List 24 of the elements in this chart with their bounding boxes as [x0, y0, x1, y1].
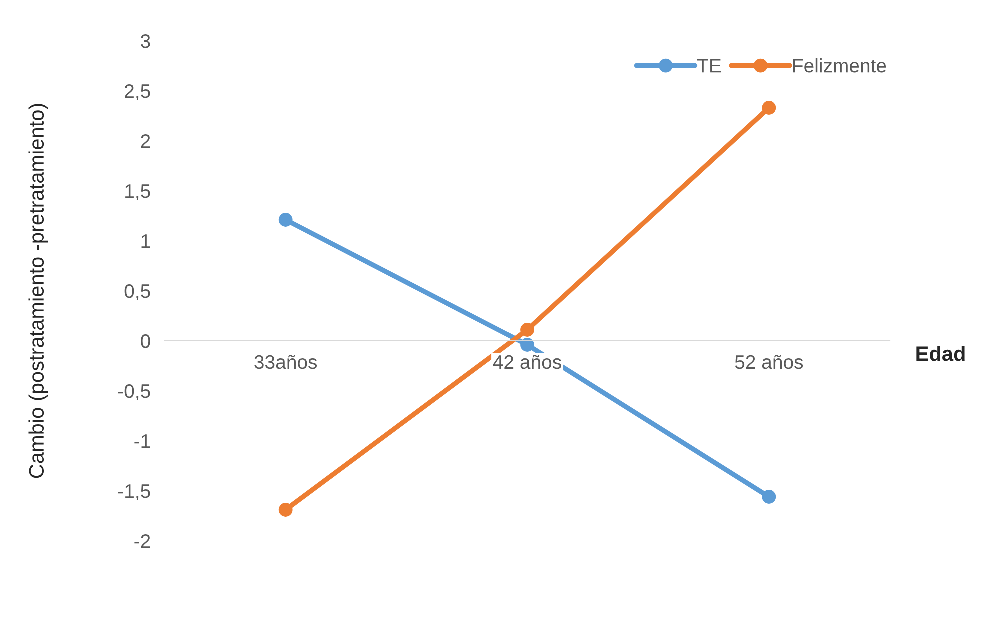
y-tick-label: -1 — [134, 434, 150, 448]
x-tick-label: 33años — [254, 355, 318, 370]
point — [278, 213, 293, 227]
y-tick-label: 1,5 — [126, 184, 150, 201]
y-tick-label: 0,5 — [124, 284, 150, 301]
y-tick-label: -0,5 — [118, 384, 150, 401]
point — [762, 490, 776, 504]
x-tick-label: 52 años — [735, 355, 804, 370]
y-axis-title: Cambio (postratamiento -pretratamiento) — [28, 104, 48, 478]
legend-label: TE — [698, 59, 722, 73]
point — [520, 323, 534, 337]
y-tick-label: 2 — [141, 134, 150, 148]
x-tick-label: 42 años — [493, 355, 562, 370]
y-tick-label: 1 — [142, 234, 150, 248]
point — [762, 101, 776, 115]
y-tick-label: 2,5 — [125, 84, 150, 101]
point — [278, 503, 293, 517]
legend-label: Felizmente — [794, 58, 886, 73]
x-axis-title: Edad — [916, 346, 965, 362]
y-tick-label: 0 — [141, 334, 150, 348]
point — [520, 338, 534, 352]
y-tick-label: -1,5 — [118, 484, 150, 501]
y-tick-label: -2 — [134, 534, 150, 548]
y-tick-label: 3 — [141, 34, 150, 48]
